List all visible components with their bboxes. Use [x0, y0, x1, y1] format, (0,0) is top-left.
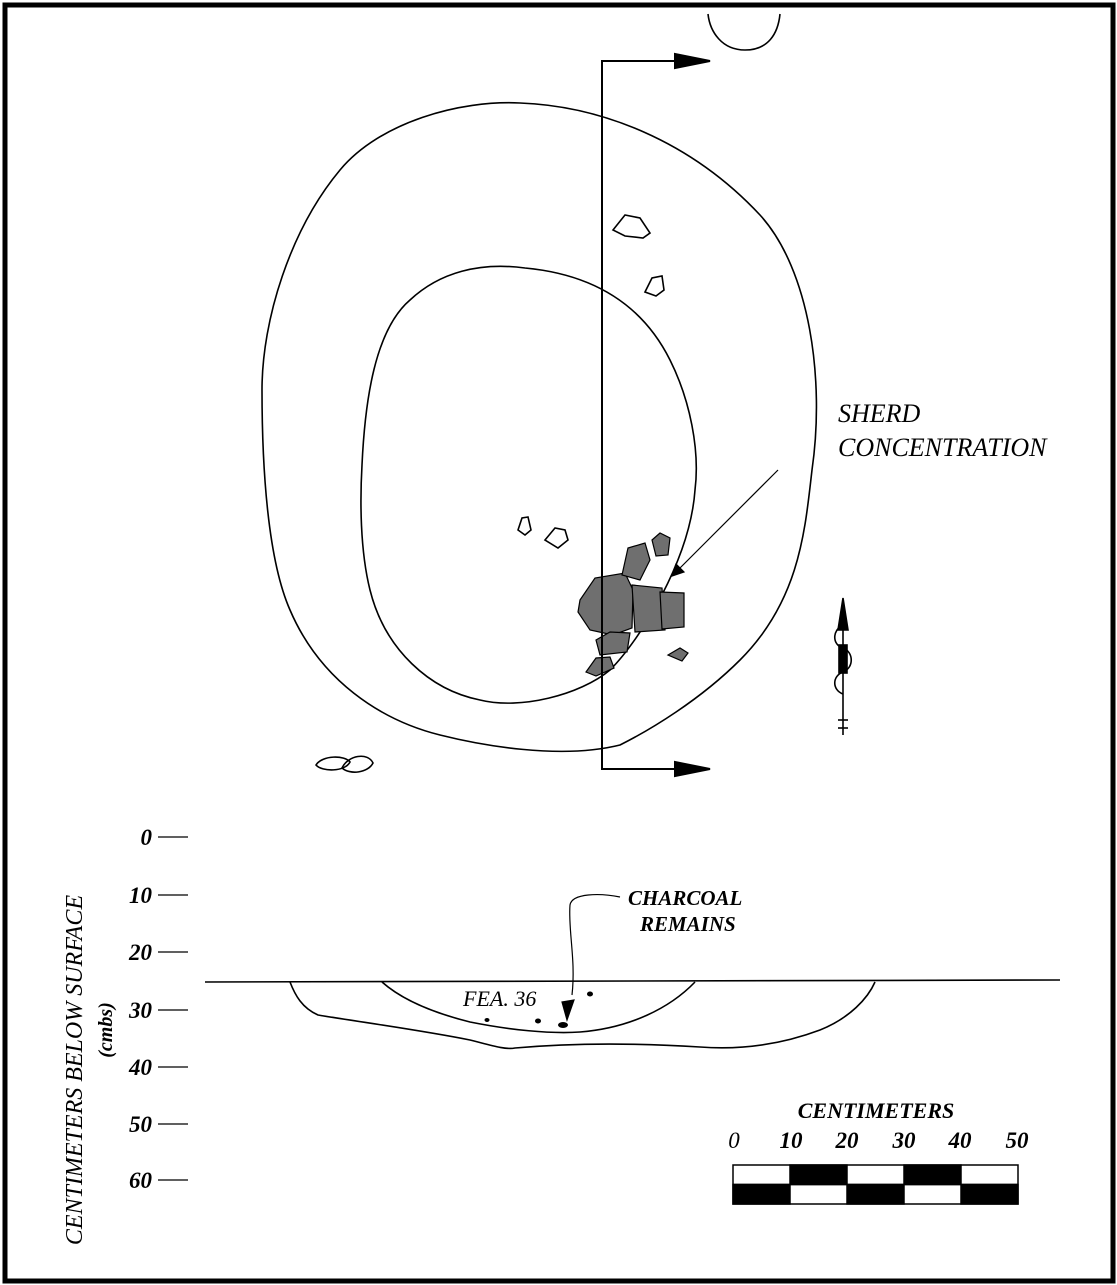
scale-tick: 40: [948, 1128, 973, 1153]
rock: [517, 516, 532, 537]
ground-surface: [204, 979, 1061, 983]
depth-tick: 60: [129, 1168, 153, 1193]
section-line: [601, 52, 711, 778]
depth-tick: 0: [141, 825, 153, 850]
scale-tick: 10: [780, 1128, 804, 1153]
charcoal-label-line2: REMAINS: [639, 912, 736, 936]
sherd: [659, 591, 685, 630]
sherd: [651, 532, 671, 557]
depth-axis: [158, 836, 188, 1181]
scale-bar: [732, 1164, 1019, 1205]
charcoal-label-line1: CHARCOAL: [628, 886, 742, 910]
pit-outline-outer: [261, 101, 818, 753]
scale-tick: 30: [892, 1128, 917, 1153]
depth-axis-unit: (cmbs): [95, 1002, 117, 1058]
sherd: [631, 584, 666, 633]
pit-profile-inner: [381, 981, 696, 1034]
plan-view: [261, 13, 818, 773]
sherd: [666, 647, 689, 662]
sherd-label-line1: SHERD: [838, 399, 921, 428]
arrow-right-icon: [674, 760, 711, 778]
scale-tick: 50: [1006, 1128, 1030, 1153]
depth-tick: 20: [128, 940, 153, 965]
depth-tick: 30: [128, 998, 153, 1023]
depth-tick: 10: [129, 883, 153, 908]
profile-section: [204, 979, 1061, 1050]
scale-tick: 0: [728, 1128, 740, 1153]
depth-tick-labels: 0 10 20 30 40 50 60: [128, 825, 153, 1193]
depth-tick: 50: [129, 1112, 153, 1137]
sherd: [577, 572, 634, 636]
sherd-leader: [671, 469, 779, 577]
scale-tick: 20: [835, 1128, 860, 1153]
pit-outline-inner: [360, 265, 698, 704]
depth-axis-label: CENTIMETERS BELOW SURFACE: [62, 895, 88, 1246]
rock: [315, 756, 351, 771]
sherd: [585, 656, 615, 677]
rock: [643, 275, 665, 297]
rock: [543, 527, 569, 549]
north-arrow-icon: [833, 597, 853, 735]
scale-bar-title: CENTIMETERS: [798, 1098, 955, 1123]
charcoal-leader: [561, 894, 621, 1023]
rock: [707, 13, 781, 51]
feature-label: FEA. 36: [462, 986, 536, 1011]
sherd: [621, 542, 651, 581]
rock: [341, 755, 374, 773]
depth-tick: 40: [128, 1055, 153, 1080]
charcoal-remains: [484, 991, 593, 1028]
arrow-right-icon: [674, 52, 711, 70]
sherd-label-line2: CONCENTRATION: [838, 433, 1048, 462]
rock: [611, 214, 652, 239]
pit-profile-outer: [289, 981, 876, 1050]
scale-bar-ticks: 0 10 20 30 40 50: [728, 1128, 1029, 1153]
sherd-concentration: [577, 532, 689, 677]
sherd: [595, 631, 631, 656]
